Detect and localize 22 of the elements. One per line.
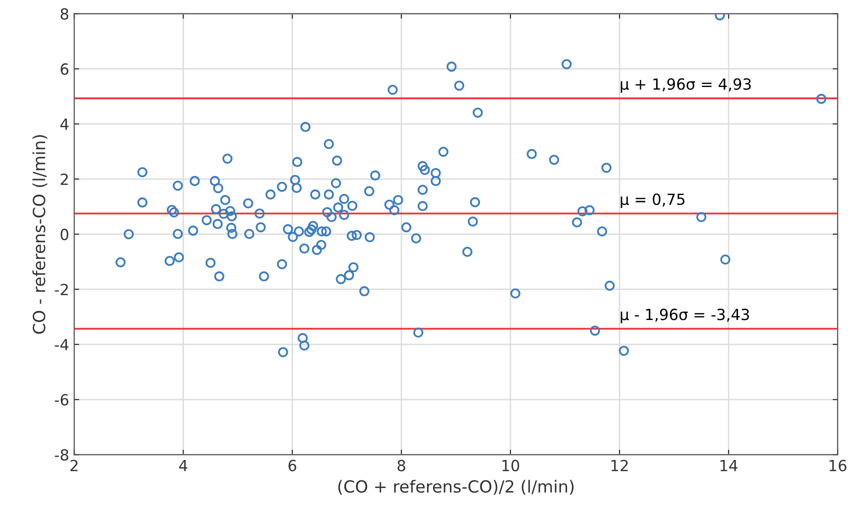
x-tick-label: 8 (398, 460, 406, 472)
y-axis-title: CO - referens-CO (l/min) (32, 135, 48, 334)
x-tick-label: 2 (70, 460, 78, 472)
y-tick-label: -8 (54, 449, 68, 461)
y-tick-label: 6 (60, 63, 68, 75)
ref-line-label: μ - 1,96σ = -3,43 (620, 308, 749, 324)
y-tick-label: -4 (54, 339, 68, 350)
x-tick-label: 14 (720, 460, 738, 472)
y-tick-label: -6 (54, 394, 68, 406)
y-tick-label: 4 (60, 118, 68, 130)
ref-line-label: μ = 0,75 (620, 193, 684, 208)
ref-line-label: μ + 1,96σ = 4,93 (620, 78, 751, 93)
y-tick-label: 0 (60, 228, 68, 240)
y-tick-label: -2 (54, 284, 68, 296)
y-tick-label: 8 (60, 8, 68, 20)
x-tick-label: 4 (179, 460, 188, 472)
x-tick-label: 16 (830, 460, 846, 472)
x-axis-title: (CO + referens-CO)/2 (l/min) (338, 480, 574, 495)
y-tick-label: 2 (60, 174, 68, 185)
x-tick-label: 6 (288, 460, 296, 472)
x-tick-label: 10 (502, 460, 520, 472)
x-tick-label: 12 (611, 460, 628, 472)
